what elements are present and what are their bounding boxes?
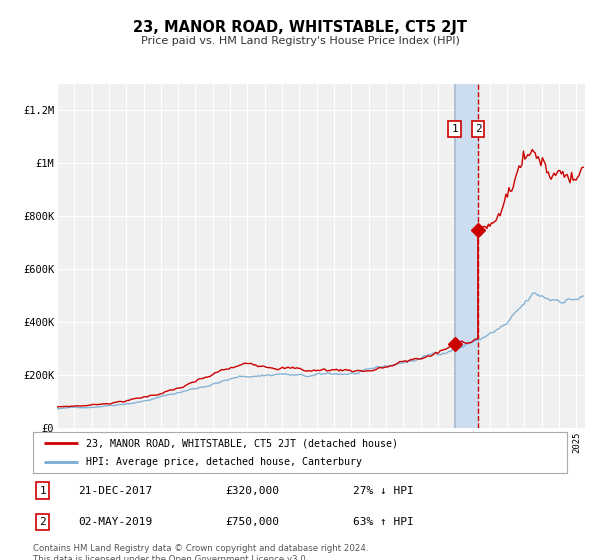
Text: 2: 2 bbox=[40, 517, 46, 527]
Text: 1: 1 bbox=[451, 124, 458, 134]
Text: 23, MANOR ROAD, WHITSTABLE, CT5 2JT (detached house): 23, MANOR ROAD, WHITSTABLE, CT5 2JT (det… bbox=[86, 438, 398, 449]
Text: 1: 1 bbox=[40, 486, 46, 496]
Text: £320,000: £320,000 bbox=[225, 486, 279, 496]
Text: Price paid vs. HM Land Registry's House Price Index (HPI): Price paid vs. HM Land Registry's House … bbox=[140, 36, 460, 46]
Text: 27% ↓ HPI: 27% ↓ HPI bbox=[353, 486, 414, 496]
Text: 23, MANOR ROAD, WHITSTABLE, CT5 2JT: 23, MANOR ROAD, WHITSTABLE, CT5 2JT bbox=[133, 20, 467, 35]
Bar bbox=[455, 84, 478, 428]
Text: 2: 2 bbox=[475, 124, 482, 134]
Text: Contains HM Land Registry data © Crown copyright and database right 2024.
This d: Contains HM Land Registry data © Crown c… bbox=[33, 544, 368, 560]
Text: HPI: Average price, detached house, Canterbury: HPI: Average price, detached house, Cant… bbox=[86, 457, 362, 467]
Text: 02-MAY-2019: 02-MAY-2019 bbox=[79, 517, 152, 527]
Text: 21-DEC-2017: 21-DEC-2017 bbox=[79, 486, 152, 496]
Text: 63% ↑ HPI: 63% ↑ HPI bbox=[353, 517, 414, 527]
Text: £750,000: £750,000 bbox=[225, 517, 279, 527]
